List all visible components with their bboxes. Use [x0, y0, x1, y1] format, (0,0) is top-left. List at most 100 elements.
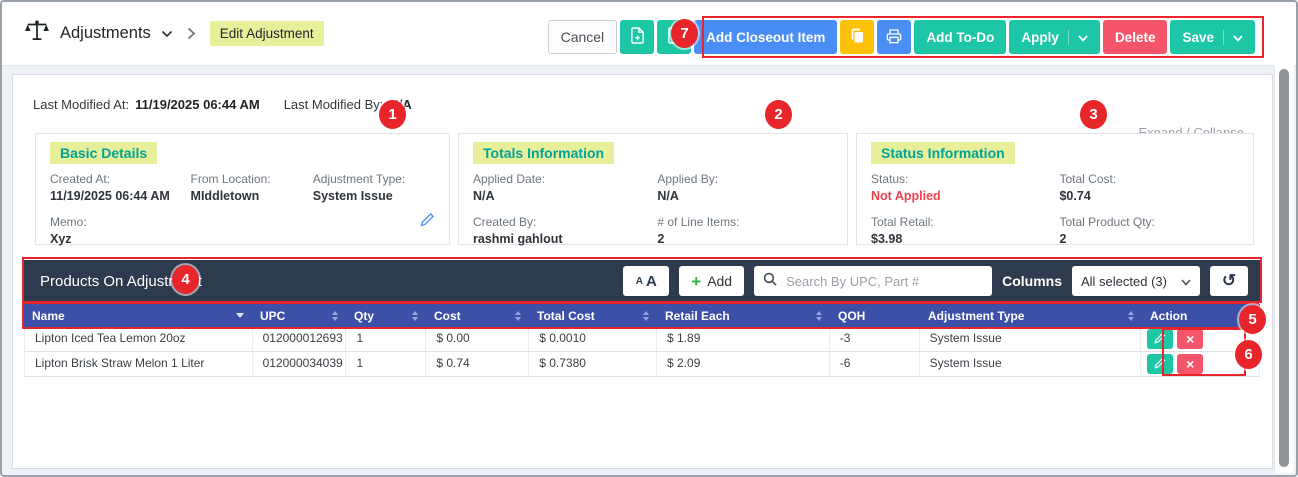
chevron-right-icon — [187, 27, 196, 40]
total-product-qty-field: Total Product Qty: 2 — [1059, 215, 1155, 246]
last-modified-at-value: 11/19/2025 06:44 AM — [135, 97, 260, 112]
save-button[interactable]: Save — [1170, 20, 1255, 54]
cell-adjustment-type: System Issue — [920, 327, 1142, 351]
cell-upc: 012000012693 — [253, 327, 347, 351]
column-header-qty[interactable]: Qty — [346, 304, 426, 327]
apply-dropdown-caret[interactable] — [1067, 29, 1088, 45]
add-closeout-item-button[interactable]: Add Closeout Item — [694, 20, 838, 54]
export-file-button[interactable] — [620, 20, 655, 54]
font-large-icon: A — [645, 272, 657, 290]
cell-action: × — [1141, 327, 1259, 351]
apply-label: Apply — [1021, 29, 1059, 45]
delete-button[interactable]: Delete — [1102, 20, 1168, 54]
delete-row-button[interactable]: × — [1177, 354, 1204, 374]
close-icon: × — [1186, 356, 1195, 372]
save-dropdown-caret[interactable] — [1223, 29, 1243, 45]
column-header-name[interactable]: Name — [24, 304, 252, 327]
cell-qoh: -6 — [830, 352, 920, 376]
vertical-scrollbar-thumb[interactable] — [1279, 69, 1289, 467]
columns-select[interactable]: All selected (3) — [1072, 266, 1200, 296]
column-header-adjustment-type[interactable]: Adjustment Type — [920, 304, 1142, 327]
printer-icon — [886, 28, 902, 47]
document-button[interactable] — [657, 20, 692, 54]
status-badge: Not Applied — [871, 189, 941, 203]
copy-button[interactable] — [840, 20, 875, 54]
column-header-upc[interactable]: UPC — [252, 304, 346, 327]
chevron-down-icon — [1078, 30, 1088, 45]
products-section-title: Products On Adjustment — [40, 272, 202, 290]
products-table-header: Name UPC Qty Cost Total Cost Retail Each… — [24, 304, 1260, 327]
header-toolbar: Cancel Add Closeout Item — [547, 20, 1255, 54]
from-location-field: From Location: MIddletown — [190, 172, 271, 203]
breadcrumb: Adjustments Edit Adjustment — [24, 2, 324, 65]
print-button[interactable] — [877, 20, 912, 54]
edit-row-button[interactable] — [1147, 354, 1174, 374]
add-product-button[interactable]: + Add — [679, 266, 745, 296]
delete-row-button[interactable]: × — [1177, 329, 1204, 349]
search-icon — [763, 272, 777, 291]
cell-cost: $ 0.00 — [426, 327, 530, 351]
cell-total-cost: $ 0.7380 — [529, 352, 657, 376]
adjustment-type-field: Adjustment Type: System Issue — [312, 172, 406, 203]
vertical-scrollbar-track[interactable] — [1274, 65, 1294, 473]
refresh-icon: ↺ — [1221, 271, 1237, 290]
cancel-button[interactable]: Cancel — [547, 20, 618, 54]
chevron-down-icon[interactable] — [161, 30, 173, 38]
table-row: Lipton Brisk Straw Melon 1 Liter 0120000… — [25, 352, 1259, 377]
cell-retail-each: $ 1.89 — [657, 327, 830, 351]
basic-details-title: Basic Details — [50, 142, 158, 164]
cell-upc: 012000034039 — [253, 352, 347, 376]
last-modified-by-label: Last Modified By: — [283, 97, 384, 112]
created-by-field: Created By: rashmi gahlout — [473, 215, 563, 246]
plus-icon: + — [691, 271, 702, 291]
save-label: Save — [1182, 29, 1214, 45]
applied-by-field: Applied By: N/A — [657, 172, 719, 203]
refresh-button[interactable]: ↺ — [1210, 266, 1248, 296]
table-row: Lipton Iced Tea Lemon 20oz 012000012693 … — [25, 327, 1259, 352]
font-size-toggle-button[interactable]: A A — [623, 266, 670, 296]
column-header-qoh[interactable]: QOH — [838, 308, 866, 323]
total-cost-field: Total Cost: $0.74 — [1059, 172, 1117, 203]
sort-desc-icon — [236, 313, 244, 318]
column-header-retail-each[interactable]: Retail Each — [657, 304, 830, 327]
product-search-box — [754, 266, 993, 296]
totals-information-title: Totals Information — [473, 142, 615, 164]
font-small-icon: A — [635, 275, 643, 287]
columns-label: Columns — [1002, 273, 1062, 289]
summary-panels: Basic Details Created At: 11/19/2025 06:… — [35, 133, 1254, 246]
cell-qty: 1 — [346, 327, 427, 351]
edit-memo-pencil-icon[interactable] — [420, 212, 435, 232]
cell-adjustment-type: System Issue — [920, 352, 1142, 376]
columns-selected-value: All selected (3) — [1081, 273, 1167, 289]
column-header-total-cost[interactable]: Total Cost — [529, 304, 657, 327]
apply-button[interactable]: Apply — [1009, 20, 1100, 54]
file-import-icon — [630, 27, 645, 47]
applied-date-field: Applied Date: N/A — [473, 172, 546, 203]
products-table-body: Lipton Iced Tea Lemon 20oz 012000012693 … — [24, 327, 1260, 377]
file-lines-icon — [667, 27, 682, 47]
cell-cost: $ 0.74 — [426, 352, 530, 376]
sort-icon — [816, 310, 822, 321]
cell-action: × — [1141, 352, 1259, 376]
column-header-cost[interactable]: Cost — [426, 304, 529, 327]
cell-retail-each: $ 2.09 — [657, 352, 830, 376]
cell-qoh: -3 — [830, 327, 920, 351]
sort-icon — [332, 310, 338, 321]
chevron-down-icon — [1233, 30, 1243, 45]
top-header: Adjustments Edit Adjustment Cancel — [2, 2, 1296, 66]
last-modified-by-value: N/A — [389, 97, 412, 112]
breadcrumb-current: Edit Adjustment — [209, 21, 324, 46]
edit-row-button[interactable] — [1147, 329, 1174, 349]
status-information-panel: Status Information Status: Not Applied T… — [856, 133, 1254, 246]
close-icon: × — [1186, 331, 1195, 347]
add-todo-button[interactable]: Add To-Do — [914, 20, 1007, 54]
cell-qty: 1 — [346, 352, 427, 376]
search-input[interactable] — [784, 272, 984, 290]
cell-name: Lipton Iced Tea Lemon 20oz — [25, 327, 253, 351]
total-retail-field: Total Retail: $3.98 — [871, 215, 934, 246]
last-modified-at-label: Last Modified At: — [33, 97, 130, 112]
last-modified-line: Last Modified At: 11/19/2025 06:44 AM La… — [33, 97, 430, 112]
basic-details-panel: Basic Details Created At: 11/19/2025 06:… — [35, 133, 450, 246]
chevron-down-icon — [1181, 274, 1191, 289]
